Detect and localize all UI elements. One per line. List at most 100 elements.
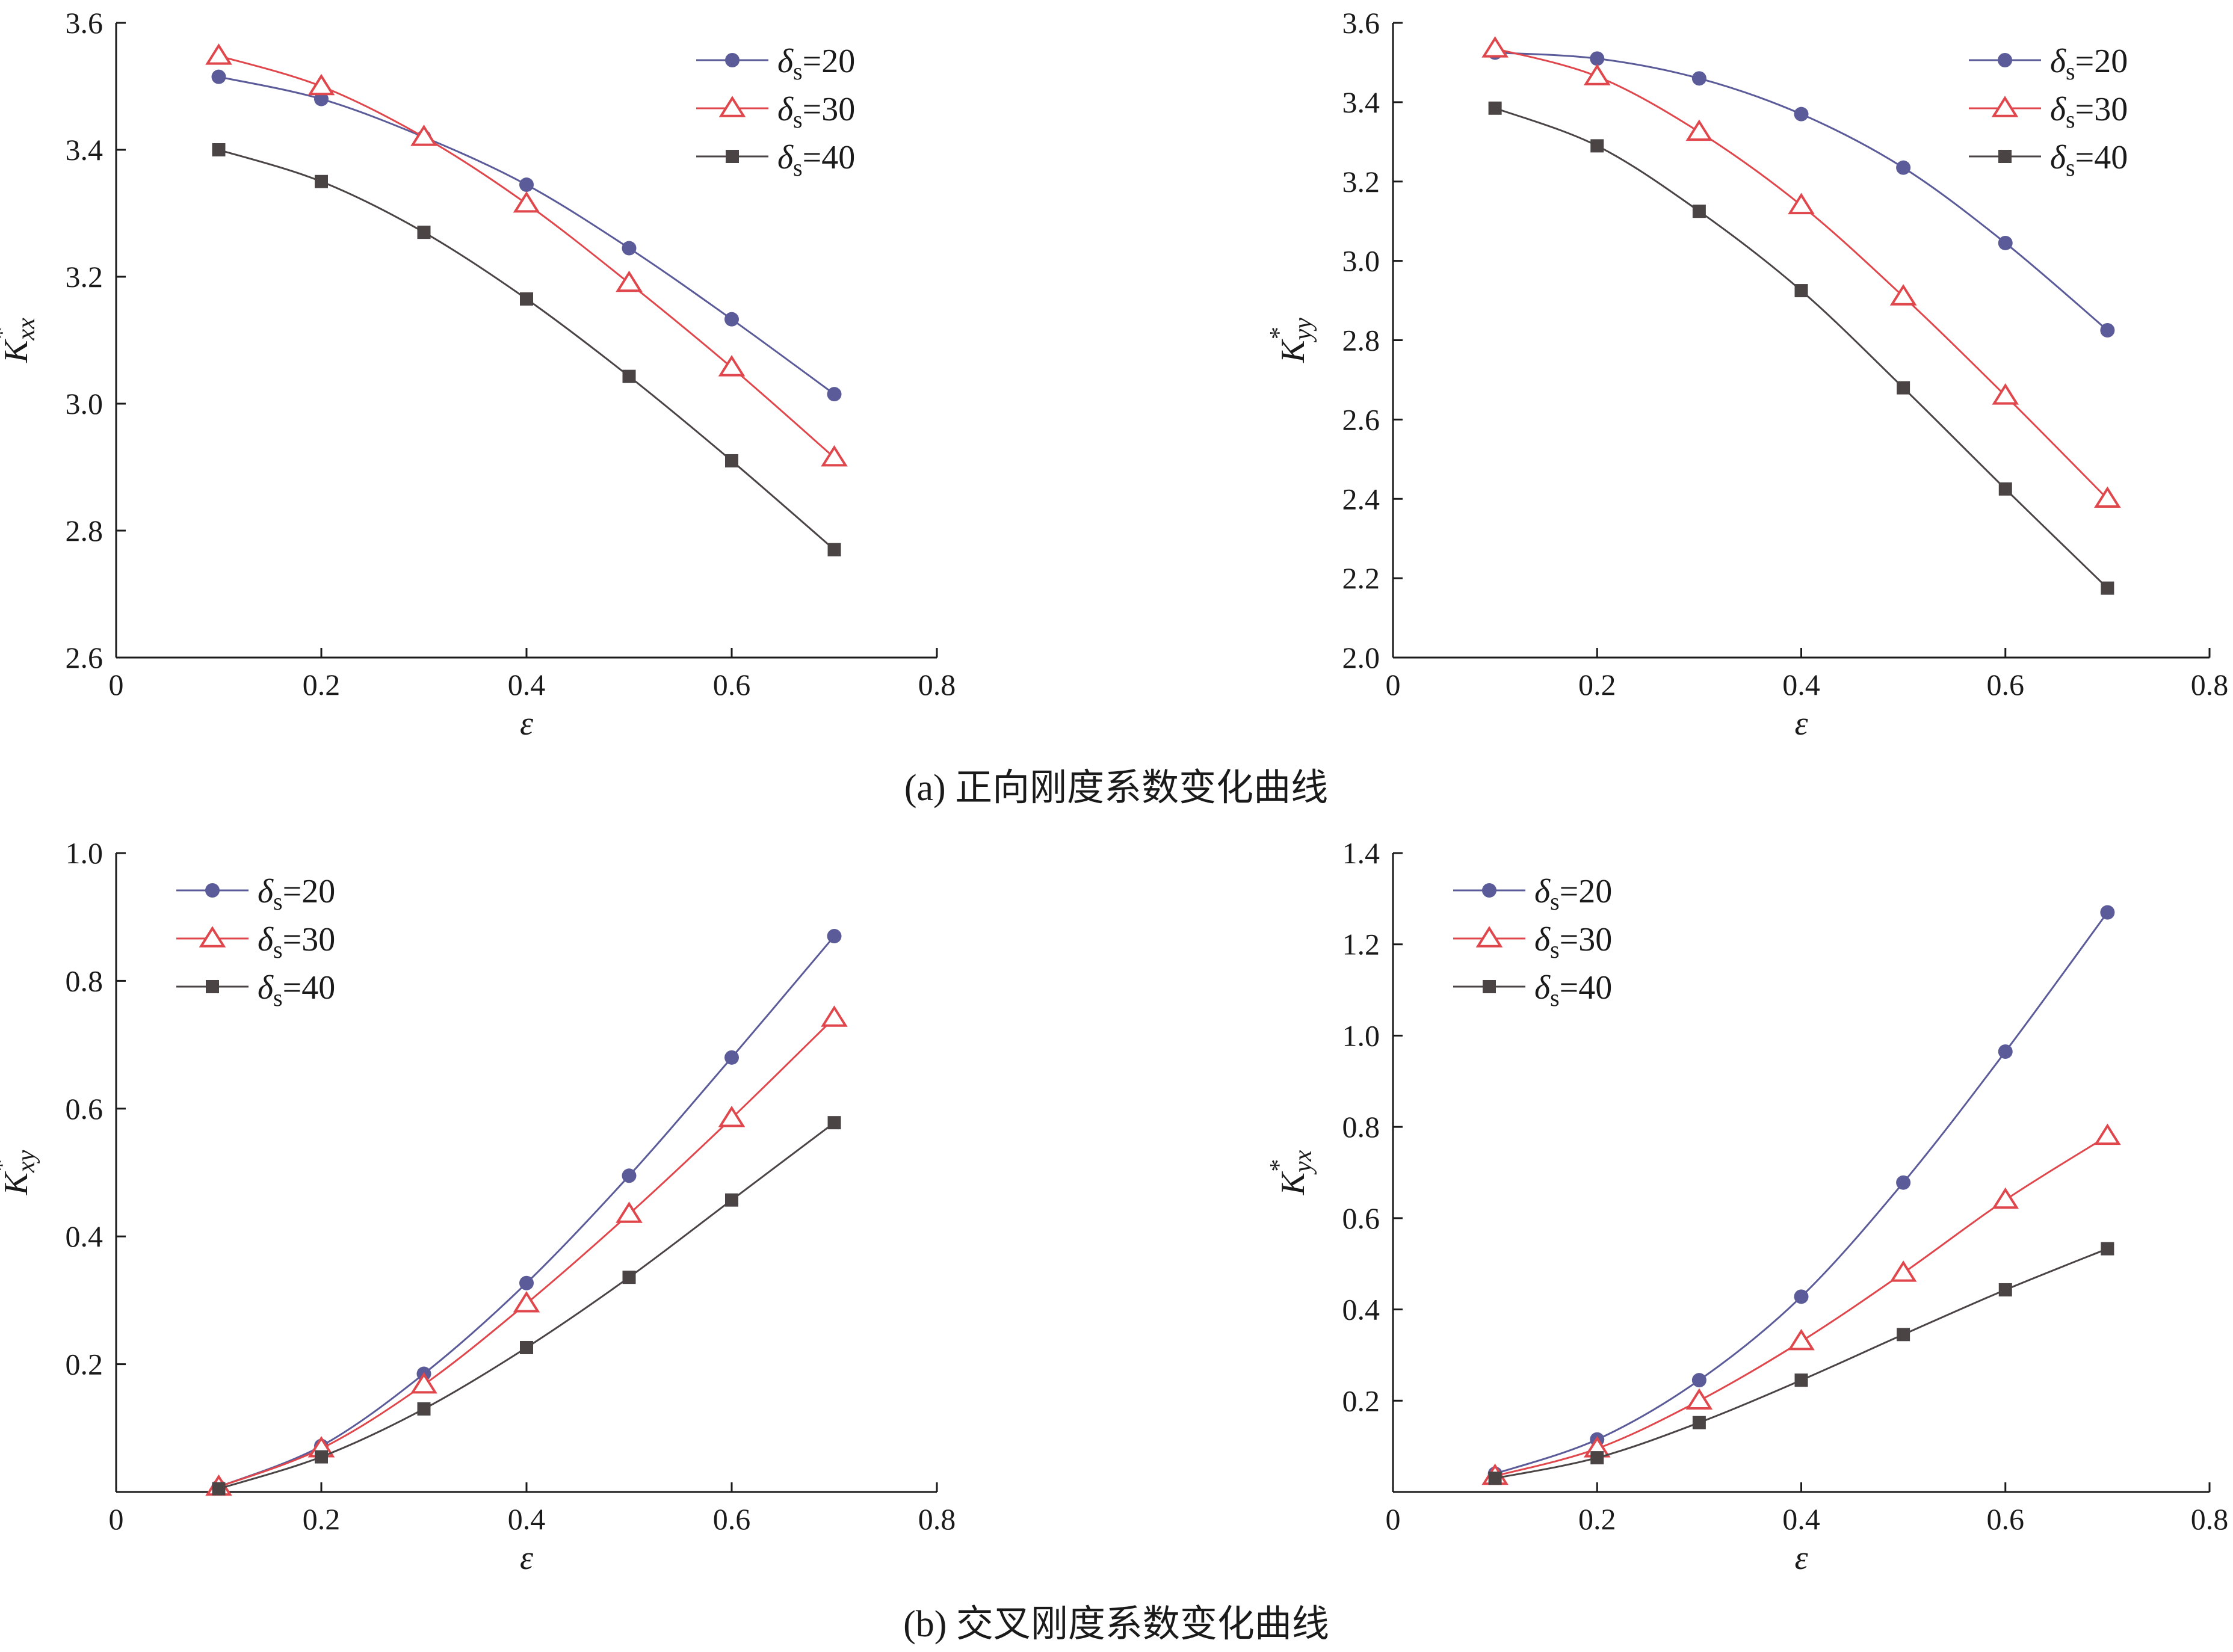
kyy-legend-subscript: s <box>2066 58 2075 85</box>
kyy-x-tick-label: 0 <box>1386 668 1401 701</box>
kyy-series-1-point <box>1685 119 1713 141</box>
kxx-x-tick-label: 0 <box>109 668 124 701</box>
kyy-legend-label-0: δs=20 <box>2050 43 2128 85</box>
kxy-series-1-point <box>821 1005 848 1027</box>
kxy-series-0-point <box>724 1050 739 1065</box>
kyx-legend-value: =30 <box>1560 921 1613 958</box>
kxy-y-tick-label: 0.6 <box>66 1092 103 1126</box>
kyx-y-axis-label-main: K <box>1274 1171 1312 1195</box>
kxy-legend-marker-2 <box>206 980 219 993</box>
kyx-legend-label-1: δs=30 <box>1534 921 1612 963</box>
kxx-legend-marker-2 <box>726 150 739 163</box>
kxy-series-line-0 <box>218 935 835 1488</box>
caption-a: (a) 正向刚度系数变化曲线 <box>904 768 1328 809</box>
kyx-x-tick-label: 0.2 <box>1578 1502 1616 1536</box>
kxx-x-tick-label: 0.8 <box>918 668 956 701</box>
kxy-series-1-point <box>718 1105 746 1127</box>
kxx-series-1-point <box>410 125 437 146</box>
kxy-legend-symbol: δ <box>258 873 274 910</box>
kyx-y-tick-label: 0.8 <box>1342 1110 1380 1144</box>
kyx-series-0-point <box>2100 905 2115 920</box>
kxx-legend-value: =20 <box>803 43 856 80</box>
kxx-legend-subscript: s <box>793 106 803 133</box>
kyy-x-axis-label: ε <box>1794 705 1808 742</box>
kyx-x-tick-label: 0.4 <box>1782 1502 1820 1536</box>
kyy-y-tick-label: 3.0 <box>1342 244 1380 278</box>
kxy-legend-label-2: δs=40 <box>258 969 335 1011</box>
kxy-y-tick-label: 1.0 <box>66 836 103 870</box>
kyx-legend-symbol: δ <box>1534 873 1551 910</box>
kyy-legend-symbol: δ <box>2050 139 2066 176</box>
kxy-series-0-point <box>622 1168 637 1183</box>
kyy-x-tick-label: 0.8 <box>2191 668 2229 701</box>
kyy-series-1-point <box>1788 193 1815 215</box>
kyx-y-axis-label: Kyx* <box>1265 1150 1317 1195</box>
kxy-y-axis-label: Kxy* <box>0 1150 40 1195</box>
kyy-series-2-point <box>1488 101 1502 115</box>
kyx-series-2-point <box>1692 1416 1706 1429</box>
kyx-legend-label-2: δs=40 <box>1534 969 1612 1011</box>
kxy-x-axis-label: ε <box>520 1540 534 1577</box>
kxx-legend-value: =30 <box>803 91 856 128</box>
kyx-y-axis-label-sup: * <box>1265 1159 1293 1172</box>
kyy-y-tick-label: 2.2 <box>1342 561 1380 595</box>
kyy-legend-label-2: δs=40 <box>2050 139 2128 181</box>
kxy-series-2-point <box>315 1450 328 1464</box>
kxy-series-2-point <box>417 1402 431 1416</box>
kxx-legend-marker-0 <box>725 53 740 67</box>
kxy-y-axis-label-sub: xy <box>13 1150 40 1173</box>
kyx-legend-marker-1 <box>1475 926 1503 948</box>
kyx-legend-marker-0 <box>1482 883 1496 898</box>
kyy-series-2-point <box>1590 139 1604 153</box>
kxx-series-0-point <box>211 69 226 84</box>
kyx-series-0-point <box>1896 1175 1911 1190</box>
kxx-series-2-point <box>827 543 841 556</box>
kyy-y-tick-label: 2.8 <box>1342 324 1380 357</box>
kyx-legend-symbol: δ <box>1534 921 1551 958</box>
kyx-series-2-point <box>1590 1451 1604 1465</box>
kyy-series-0-point <box>1691 71 1706 86</box>
kyy-series-1-point <box>1583 64 1611 85</box>
kxy-legend-symbol: δ <box>258 969 274 1006</box>
kyy-y-tick-label: 2.6 <box>1342 402 1380 436</box>
kxy-x-tick-label: 0.4 <box>508 1502 546 1536</box>
kyy-x-tick-label: 0.2 <box>1578 668 1616 701</box>
kyy-y-tick-label: 3.4 <box>1342 85 1380 119</box>
kyx-y-tick-label: 1.0 <box>1342 1019 1380 1052</box>
kyx-series-1-point <box>2094 1123 2121 1145</box>
kxx-x-tick-label: 0.4 <box>508 668 546 701</box>
kyy-series-0-point <box>1896 160 1911 175</box>
kxx-series-0-point <box>314 91 329 106</box>
kxx-series-line-0 <box>218 76 835 395</box>
kyy-series-1-point <box>1889 284 1917 306</box>
kxx-series-2-point <box>212 143 226 156</box>
kxy-legend-value: =30 <box>283 921 336 958</box>
kxx-y-tick-label: 2.8 <box>66 514 103 547</box>
kyy-series-1-point <box>1992 383 2019 405</box>
kxx-x-tick-label: 0.6 <box>713 668 751 701</box>
kyx-legend-value: =40 <box>1560 969 1613 1006</box>
kxx-y-tick-label: 3.0 <box>66 387 103 421</box>
kxy-legend-label-0: δs=20 <box>258 873 335 915</box>
kyx-legend-subscript: s <box>1550 936 1560 963</box>
kyy-legend-marker-2 <box>1998 150 2012 163</box>
kyy-legend-symbol: δ <box>2050 43 2066 80</box>
kyx-series-0-point <box>1691 1373 1706 1388</box>
kyx-series-1-point <box>1889 1260 1917 1282</box>
kxx-series-2-point <box>520 292 533 306</box>
kxx-legend-label-0: δs=20 <box>777 43 855 85</box>
kxy-series-line-1 <box>218 1017 835 1488</box>
kyy-y-axis-label-main: K <box>1274 339 1312 363</box>
kxx-legend-label-2: δs=40 <box>777 139 855 181</box>
kyy-series-1-point <box>2094 486 2121 508</box>
kxx-legend-label-1: δs=30 <box>777 91 855 133</box>
kxx-series-2-point <box>417 226 431 239</box>
kxx-series-1-point <box>307 73 335 96</box>
kyy-legend-value: =20 <box>2075 43 2128 80</box>
kxx-x-tick-label: 0.2 <box>303 668 341 701</box>
kyy-series-0-point <box>1998 235 2013 250</box>
kxy-series-2-point <box>212 1482 226 1496</box>
kxx-series-2-point <box>725 454 738 467</box>
kyy-legend-label-1: δs=30 <box>2050 91 2128 133</box>
kxx-series-0-point <box>622 241 637 256</box>
